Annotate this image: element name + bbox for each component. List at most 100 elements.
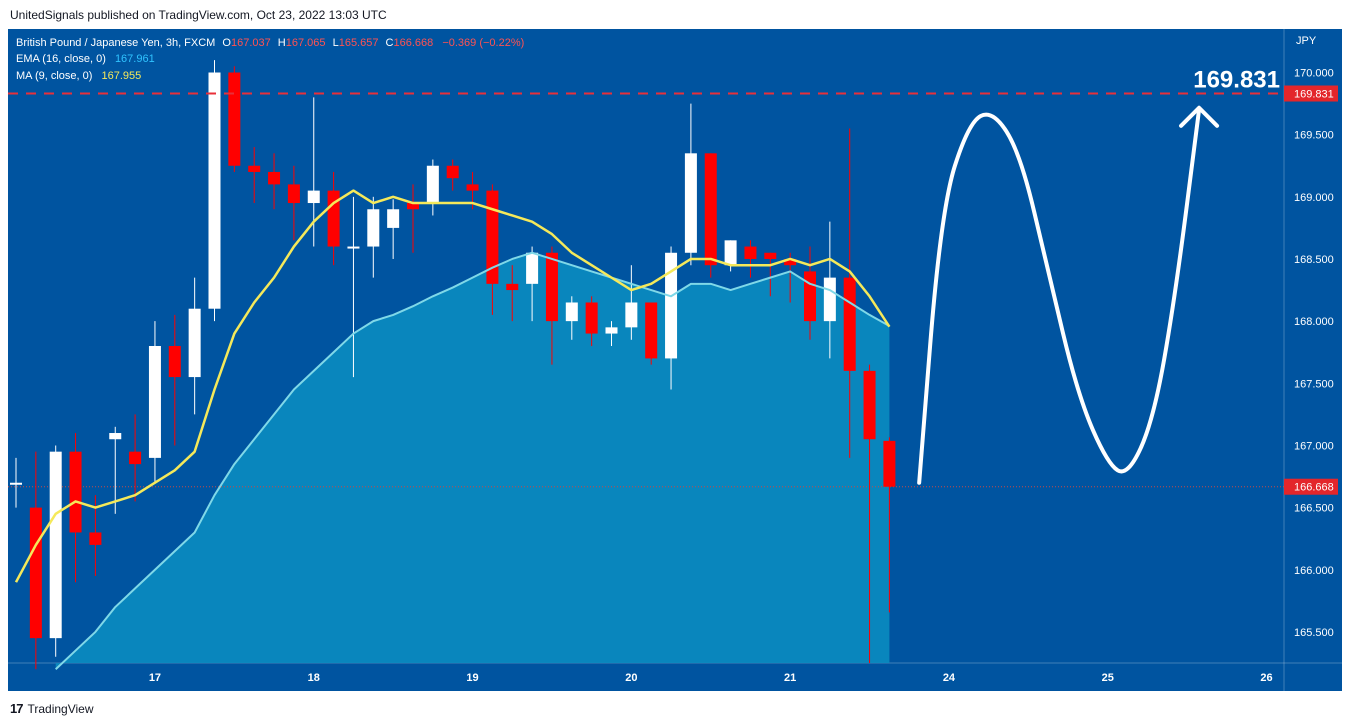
x-tick-label: 26 <box>1260 672 1272 684</box>
candle-body <box>347 246 360 249</box>
y-tick-label: 168.500 <box>1294 254 1334 266</box>
candle-body <box>109 433 122 440</box>
candle-body <box>49 451 62 639</box>
candle <box>426 159 439 216</box>
projection-arrow-head <box>1179 105 1220 128</box>
candle-body <box>148 346 161 458</box>
candle-body <box>168 346 181 378</box>
candle <box>625 265 638 340</box>
candle <box>545 246 558 365</box>
legend-open-label: O <box>222 37 231 49</box>
candle-body <box>565 302 578 322</box>
candle-body <box>665 252 678 359</box>
x-tick-label: 17 <box>149 672 161 684</box>
candle-body <box>744 246 757 259</box>
legend-change-value: −0.369 (−0.22%) <box>442 37 524 49</box>
candle <box>347 196 360 378</box>
candle <box>109 426 122 514</box>
candle-body <box>29 507 42 639</box>
y-tick-label: 169.500 <box>1294 130 1334 142</box>
footer-brand: TradingView <box>27 701 94 716</box>
candle-body <box>724 240 737 266</box>
candle <box>10 457 22 508</box>
candle <box>387 199 400 259</box>
y-tick-label: 165.500 <box>1294 627 1334 639</box>
y-tick-label: 166.000 <box>1294 565 1334 577</box>
legend: British Pound / Japanese Yen, 3h, FXCM O… <box>16 37 524 82</box>
legend-ma-label: MA (9, close, 0) <box>16 70 92 82</box>
candle <box>784 252 797 303</box>
candle <box>69 433 82 583</box>
candle-body <box>228 72 241 166</box>
ema-area-fill <box>55 252 890 670</box>
candle-body <box>208 72 221 309</box>
projection-path <box>917 105 1220 485</box>
x-tick-label: 18 <box>308 672 320 684</box>
candle-body <box>645 302 658 359</box>
candle <box>168 314 181 446</box>
candle-body <box>605 327 618 334</box>
candle-body <box>684 153 697 253</box>
footer: 17 TradingView <box>10 701 94 716</box>
current-price-label: 166.668 <box>1294 482 1334 494</box>
ema-polyline <box>55 251 890 670</box>
current-price-label-box <box>1284 478 1338 495</box>
ma-line <box>14 189 891 583</box>
tradingview-logo-icon: 17 <box>10 701 24 716</box>
time-axis[interactable] <box>8 663 1342 691</box>
price-axis[interactable] <box>1284 29 1342 663</box>
candle-body <box>823 277 836 322</box>
candle <box>129 414 142 502</box>
candle <box>268 153 281 210</box>
candle-body <box>625 302 638 328</box>
candle <box>367 196 380 278</box>
x-tick-label: 24 <box>943 672 956 684</box>
candle-body <box>466 184 479 191</box>
legend-symbol-line: British Pound / Japanese Yen, 3h, FXCM O… <box>16 37 524 49</box>
y-tick-label: 167.000 <box>1294 440 1334 452</box>
candle <box>188 277 201 415</box>
candle <box>506 265 519 322</box>
legend-ma-value: 167.955 <box>101 70 141 82</box>
legend-high-label: H <box>278 37 286 49</box>
legend-ma-line: MA (9, close, 0) 167.955 <box>16 70 141 82</box>
candle <box>49 445 62 657</box>
candle-body <box>129 451 142 465</box>
target-price-label: 169.831 <box>1294 89 1334 101</box>
x-tick-label: 20 <box>625 672 637 684</box>
candle-body <box>446 165 459 179</box>
y-tick-label: 166.500 <box>1294 503 1334 515</box>
candle-body <box>268 171 281 185</box>
candle <box>287 165 300 241</box>
candle <box>148 321 161 483</box>
ema-line <box>55 251 890 670</box>
candle <box>486 184 499 315</box>
legend-ema-label: EMA (16, close, 0) <box>16 53 106 65</box>
candle-body <box>704 153 717 266</box>
candle <box>526 246 539 322</box>
candle-body <box>585 302 598 334</box>
x-tick-label: 21 <box>784 672 796 684</box>
candle-body <box>387 209 400 228</box>
candle-body <box>843 277 856 371</box>
candle <box>446 159 459 191</box>
candle-body <box>804 271 816 322</box>
candle-body <box>863 370 876 440</box>
y-tick-label: 167.500 <box>1294 378 1334 390</box>
candle-body <box>89 532 102 545</box>
legend-low-value: 165.657 <box>339 37 379 49</box>
x-tick-label: 25 <box>1102 672 1114 684</box>
candle-body <box>10 482 22 485</box>
target-line: 169.831 169.831 <box>8 67 1338 102</box>
candle <box>208 60 221 322</box>
ma-polyline <box>14 189 891 583</box>
candle <box>863 364 876 663</box>
x-axis-ticks: 17 18 19 20 21 24 25 26 <box>149 672 1273 684</box>
candle <box>883 437 896 613</box>
candle-body <box>526 252 539 284</box>
candle-body <box>248 165 261 172</box>
candle <box>605 321 618 346</box>
target-big-label: 169.831 <box>1193 67 1280 94</box>
candle-body <box>426 165 439 204</box>
